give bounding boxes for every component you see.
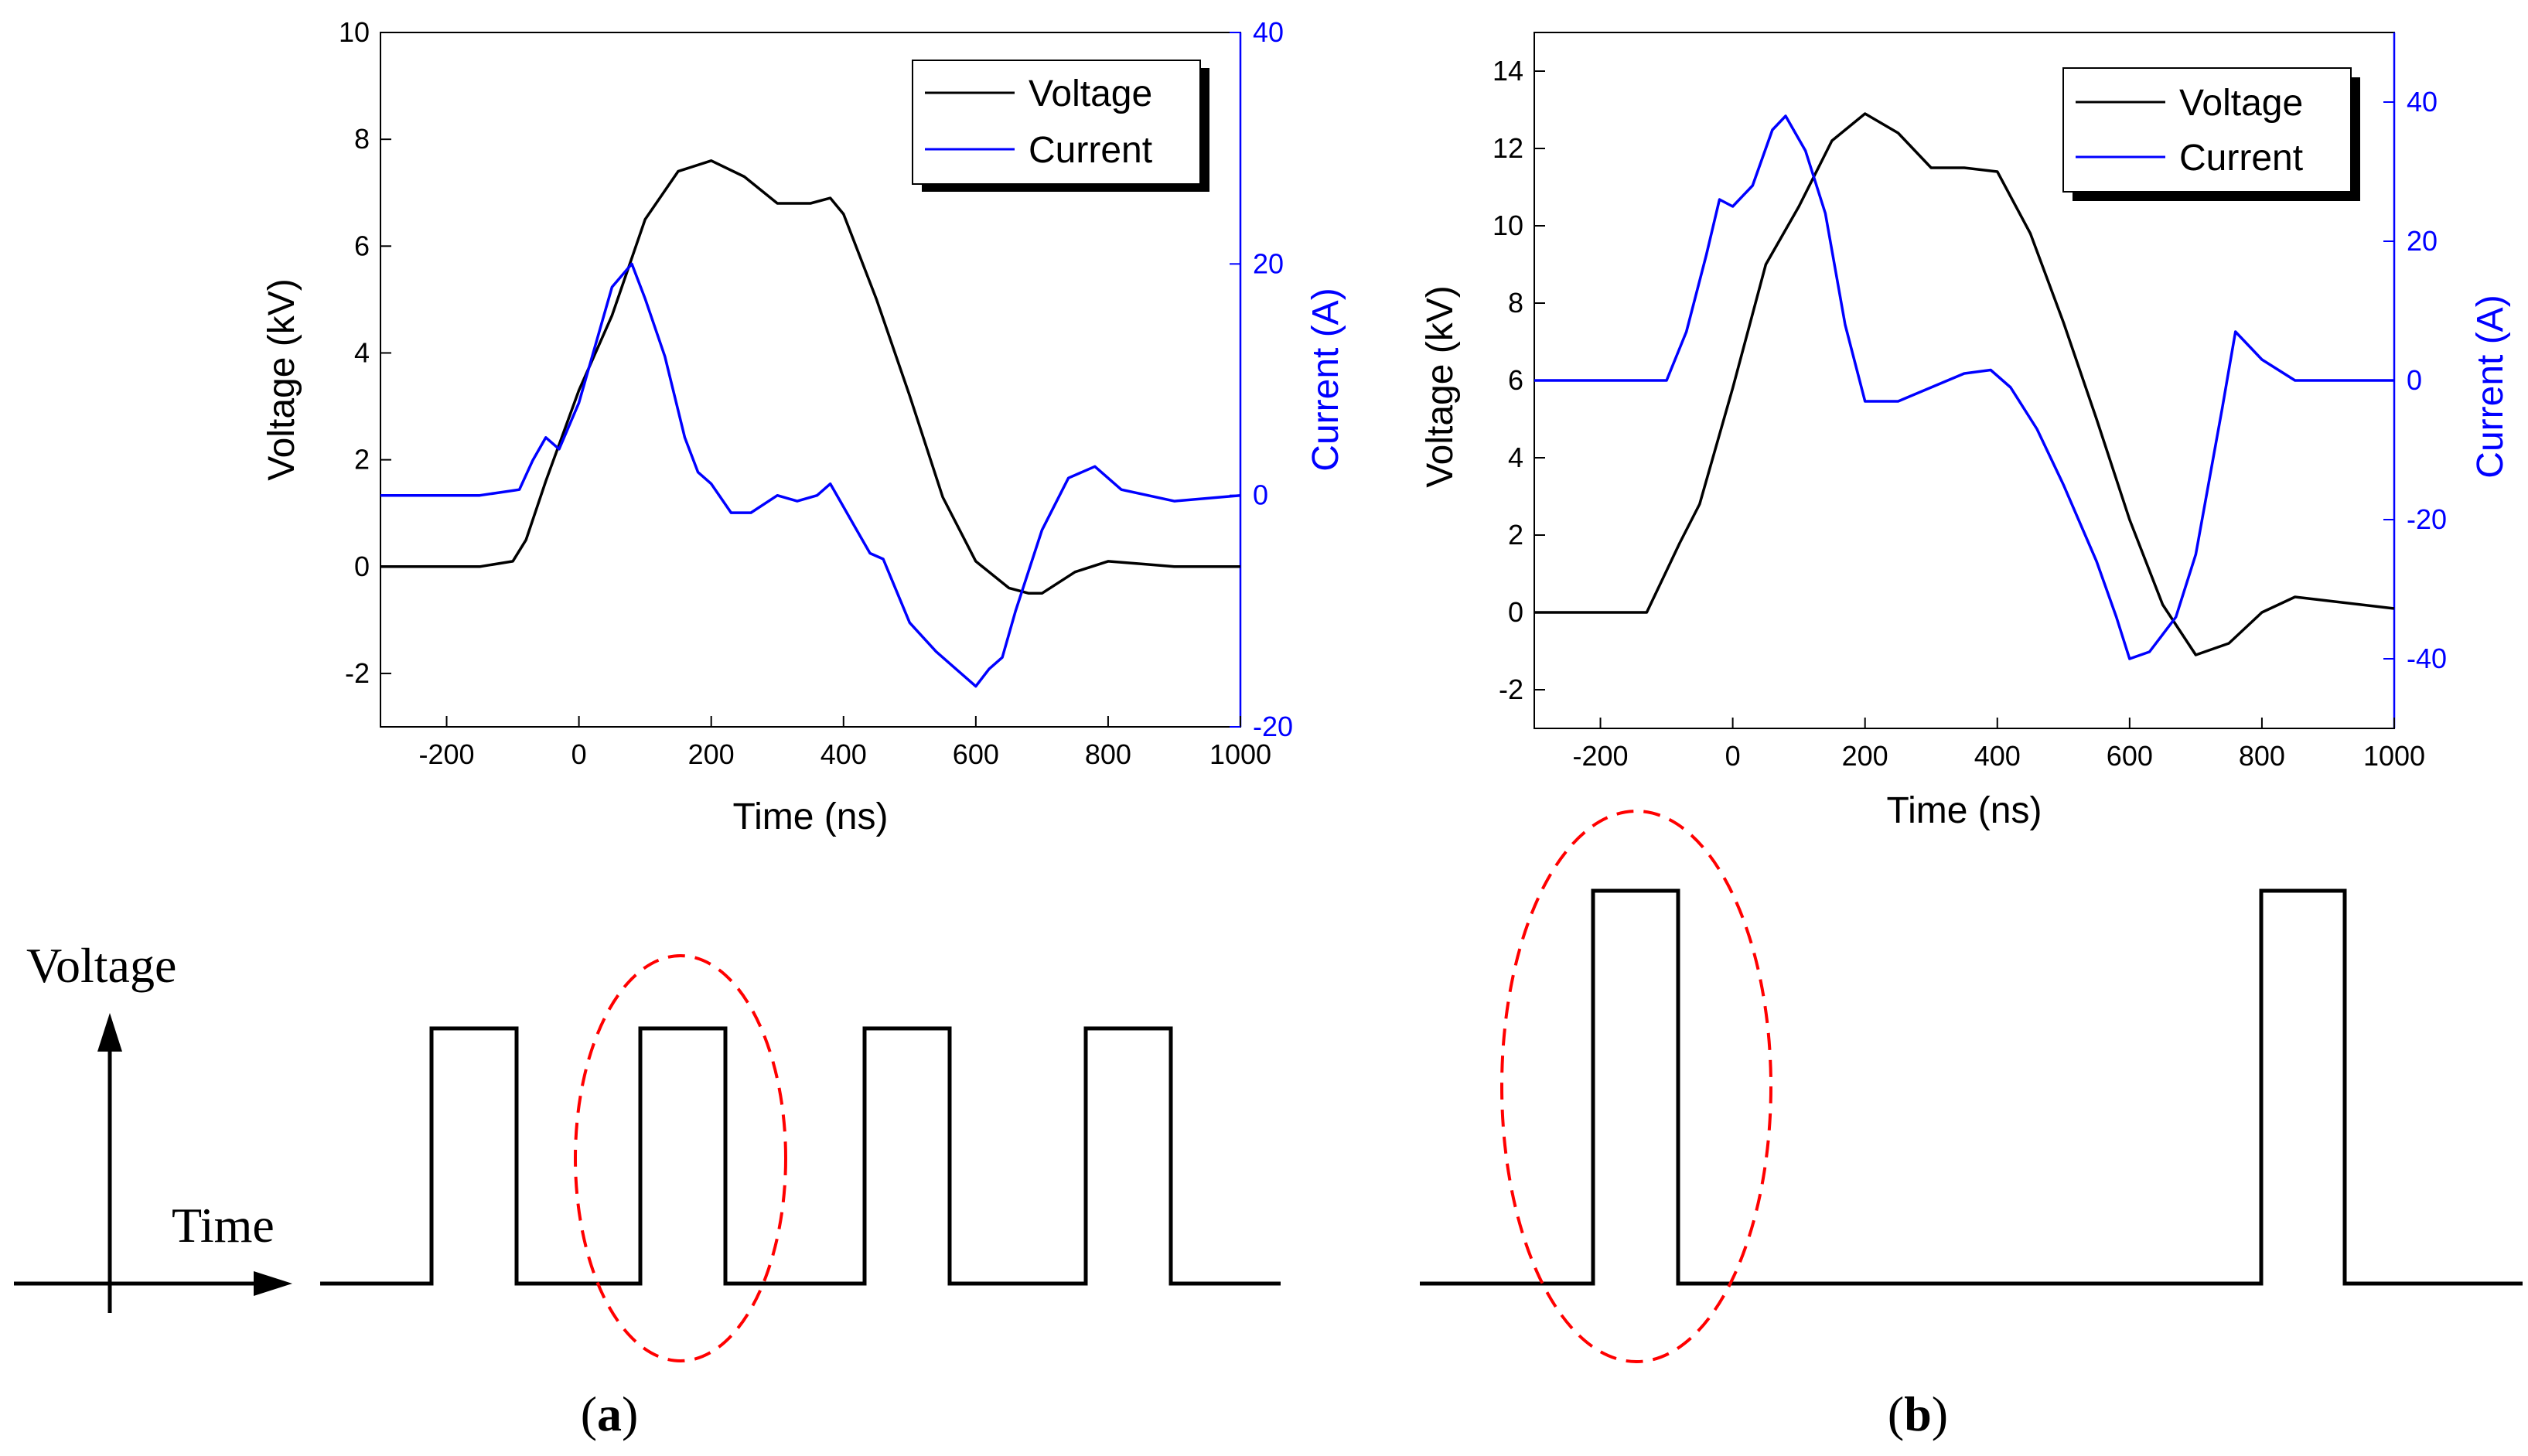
schematic-y-label: Voltage <box>26 938 176 993</box>
panel-label-b: (b) <box>1888 1386 1948 1441</box>
y-tick-label: 4 <box>1508 442 1523 473</box>
current-series-line <box>1534 114 2394 660</box>
legend-label-current: Current <box>1029 130 1152 171</box>
x-tick-label: 200 <box>688 738 735 770</box>
legend-box <box>912 60 1201 185</box>
x-tick-label: 600 <box>953 738 999 770</box>
y2-tick-label: 0 <box>2407 364 2422 396</box>
x-tick-label: 1000 <box>2363 740 2425 772</box>
y-tick-label: 10 <box>1493 210 1523 241</box>
y-tick-label: 0 <box>354 551 370 582</box>
pulse-schematic-a: Voltage Time <box>14 938 1281 1362</box>
y-tick-label: 12 <box>1493 132 1523 164</box>
x-tick-label: 800 <box>2239 740 2285 772</box>
legend: Voltage Current <box>912 60 1209 192</box>
y-tick-label: 6 <box>1508 364 1523 396</box>
x-tick-label: 400 <box>1974 740 2021 772</box>
y2-tick-label: -20 <box>2407 503 2447 535</box>
legend-box <box>2062 67 2352 193</box>
x-tick-label: 200 <box>1842 740 1888 772</box>
y-tick-label: 10 <box>339 16 370 48</box>
y-tick-label: 14 <box>1493 55 1523 87</box>
x-tick-label: 0 <box>1725 740 1741 772</box>
y-tick-label: 2 <box>1508 519 1523 551</box>
panel-label-a: (a) <box>581 1386 639 1441</box>
y2-axis-title: Current (A) <box>1305 288 1346 471</box>
y2-tick-label: 40 <box>2407 86 2438 118</box>
x-tick-label: -200 <box>419 738 475 770</box>
x-tick-label: 0 <box>571 738 587 770</box>
y-tick-label: 4 <box>354 336 370 368</box>
y-axis-title: Voltage (kV) <box>261 278 302 480</box>
legend-label-voltage: Voltage <box>1029 73 1152 114</box>
x-tick-label: 1000 <box>1209 738 1271 770</box>
legend: Voltage Current <box>2062 67 2360 201</box>
current-series-line <box>380 262 1241 688</box>
y-tick-label: -2 <box>345 657 370 689</box>
y2-tick-label: 20 <box>1253 247 1284 279</box>
x-tick-label: 400 <box>820 738 867 770</box>
pulse-schematic-b <box>1420 810 2523 1363</box>
y2-tick-label: 20 <box>2407 225 2438 257</box>
y2-tick-label: -20 <box>1253 711 1293 742</box>
y2-tick-label: 40 <box>1253 16 1284 48</box>
schematic-x-label: Time <box>172 1198 275 1253</box>
x-tick-label: -200 <box>1573 740 1629 772</box>
x-axis-title: Time (ns) <box>1887 790 2042 831</box>
y2-tick-label: -40 <box>2407 643 2447 674</box>
schematic-x-arrow <box>254 1271 292 1296</box>
schematic-y-arrow <box>97 1013 122 1052</box>
y-axis-title: Voltage (kV) <box>1420 285 1461 487</box>
highlight-ellipse-b <box>1500 810 1772 1363</box>
y-tick-label: 2 <box>354 444 370 476</box>
highlight-ellipse-a <box>574 954 787 1362</box>
voltage-series-line <box>380 159 1240 595</box>
y2-tick-label: 0 <box>1253 479 1268 511</box>
legend-label-voltage: Voltage <box>2179 83 2303 124</box>
y-tick-label: 8 <box>1508 287 1523 319</box>
voltage-series-line <box>1534 112 2395 656</box>
y-tick-label: 0 <box>1508 596 1523 628</box>
pulse-train-a <box>320 1026 1281 1286</box>
x-axis-title: Time (ns) <box>733 796 889 837</box>
y2-axis-title: Current (A) <box>2470 295 2511 478</box>
y-tick-label: 8 <box>354 123 370 155</box>
x-tick-label: 600 <box>2107 740 2153 772</box>
pulse-train-b <box>1420 888 2523 1286</box>
x-tick-label: 800 <box>1085 738 1131 770</box>
y-tick-label: -2 <box>1499 673 1523 705</box>
y-tick-label: 6 <box>354 230 370 261</box>
legend-label-current: Current <box>2179 138 2303 179</box>
